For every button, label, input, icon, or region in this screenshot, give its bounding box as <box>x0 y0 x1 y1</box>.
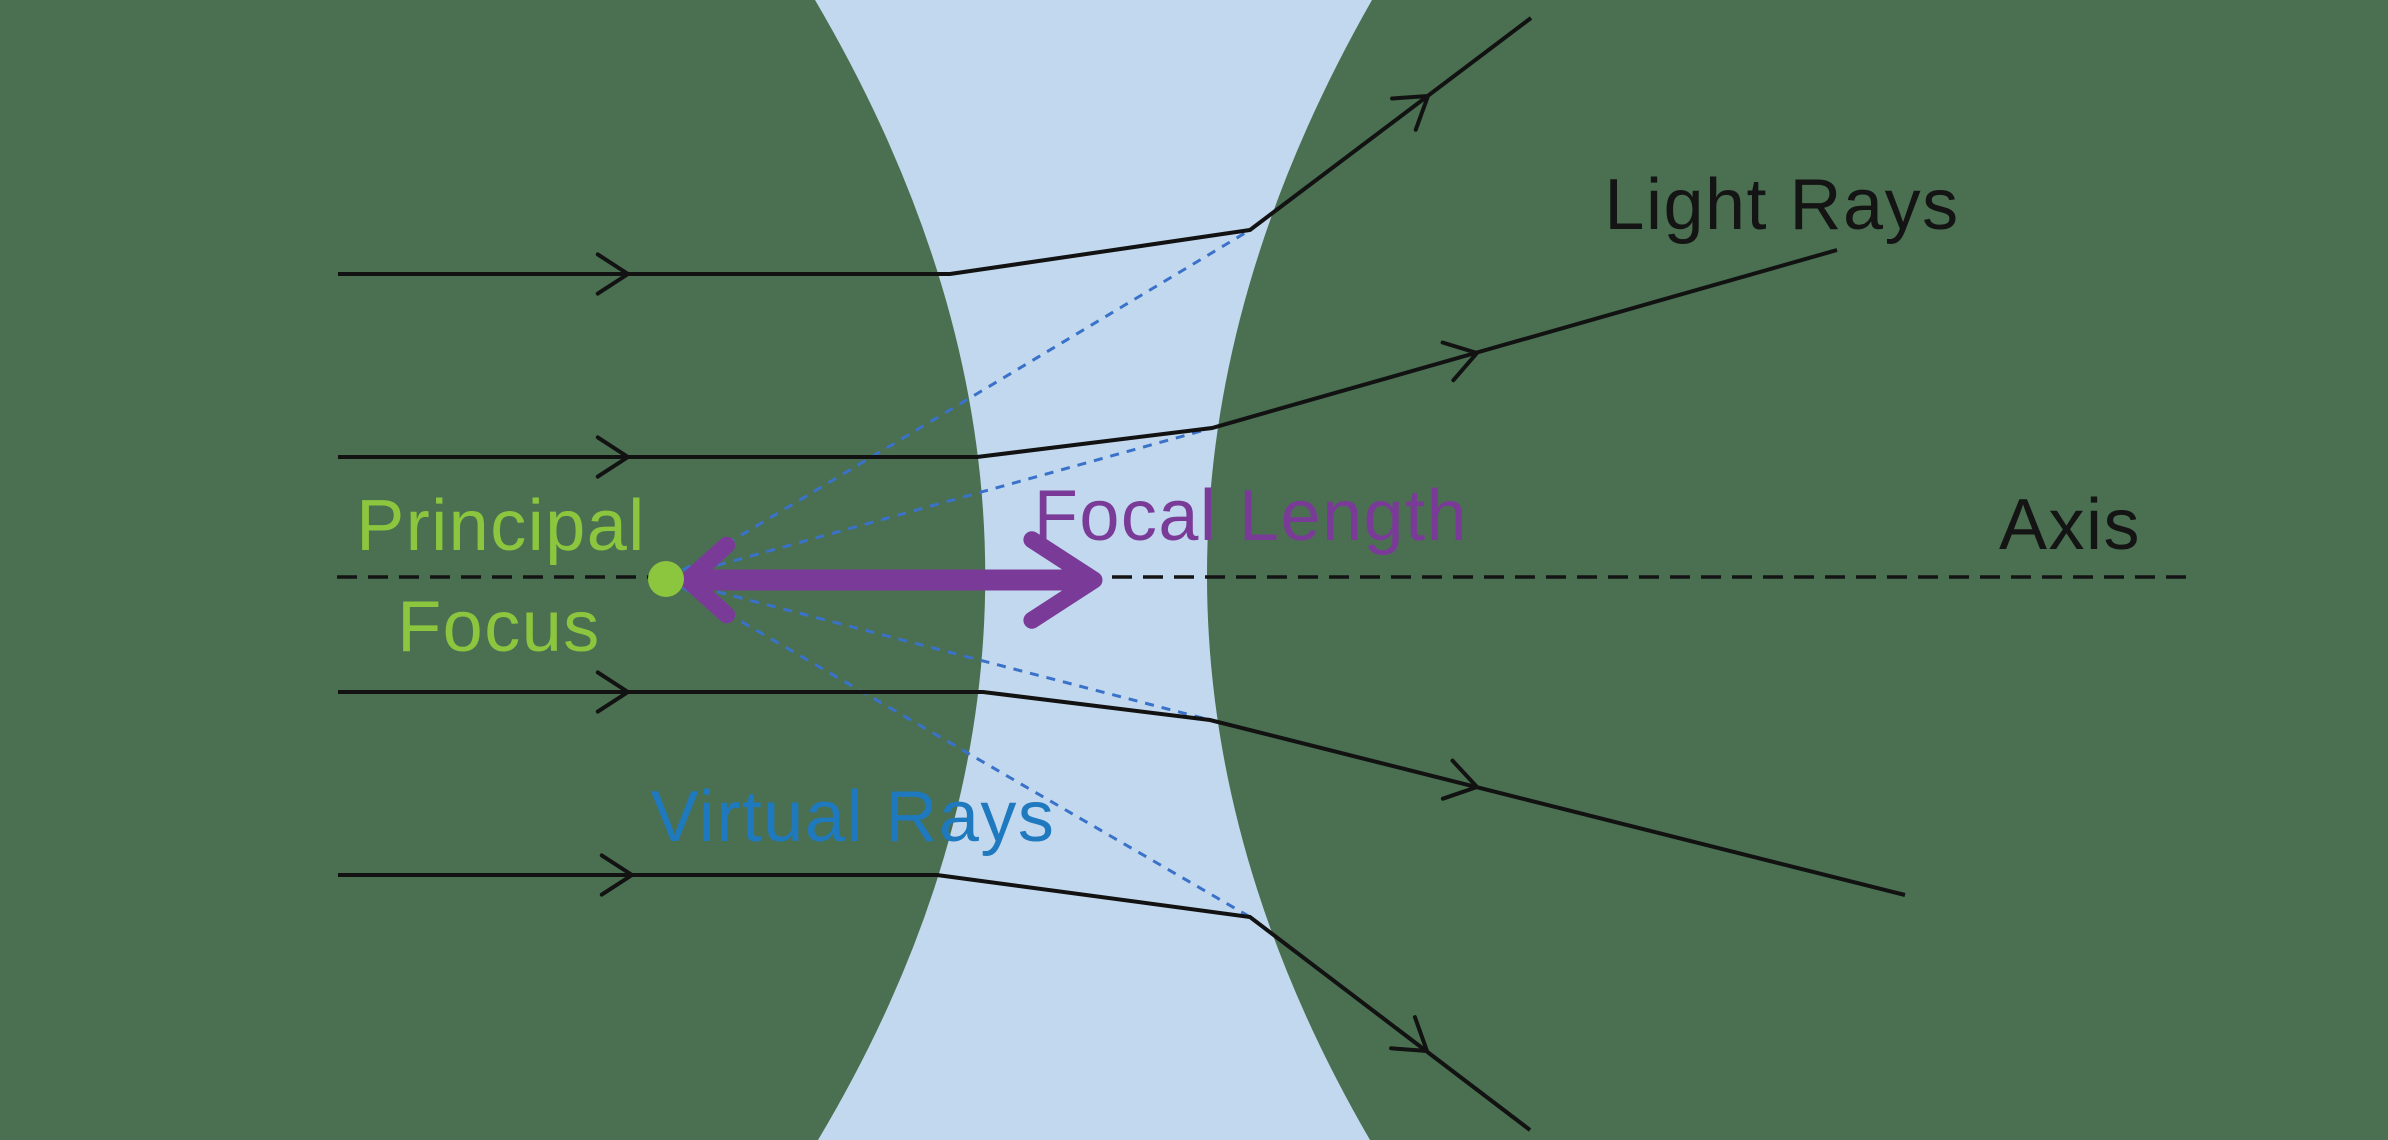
virtual-rays-label: Virtual Rays <box>651 777 1056 857</box>
virtual-ray-3 <box>667 577 1211 722</box>
principal-focus-label-line1: Principal <box>356 486 646 566</box>
ray-3-out-arrowhead-icon <box>1440 758 1479 801</box>
light-rays-group <box>338 16 1906 1132</box>
principal-focus-label-line2: Focus <box>397 587 601 667</box>
axis-label: Axis <box>1999 485 2141 565</box>
virtual-ray-1 <box>667 228 1251 581</box>
focal-length-arrow-right-head-icon <box>1023 531 1103 629</box>
light-ray-2 <box>338 248 1838 459</box>
ray-4-in-arrowhead-icon <box>599 853 634 897</box>
ray-1-out-arrowhead-icon <box>1390 94 1430 132</box>
focal-length-label: Focal Length <box>1034 476 1468 556</box>
focal-length-arrow-left-head-icon <box>679 536 736 624</box>
ray-2-in-arrowhead-icon <box>595 435 630 479</box>
ray-4-out-arrowhead-icon <box>1389 1015 1429 1053</box>
ray-3-in-arrowhead-icon <box>595 670 630 714</box>
light-ray-1 <box>338 16 1533 276</box>
ray-1-in-arrowhead-icon <box>595 252 630 296</box>
virtual-rays-group <box>667 228 1251 919</box>
light-ray-3 <box>338 690 1906 897</box>
light-ray-4 <box>338 873 1532 1132</box>
ray-2-out-arrowhead-icon <box>1440 340 1479 383</box>
principal-focus-point <box>648 561 684 597</box>
focal-length-arrow <box>679 531 1103 629</box>
light-rays-label: Light Rays <box>1604 165 1959 245</box>
